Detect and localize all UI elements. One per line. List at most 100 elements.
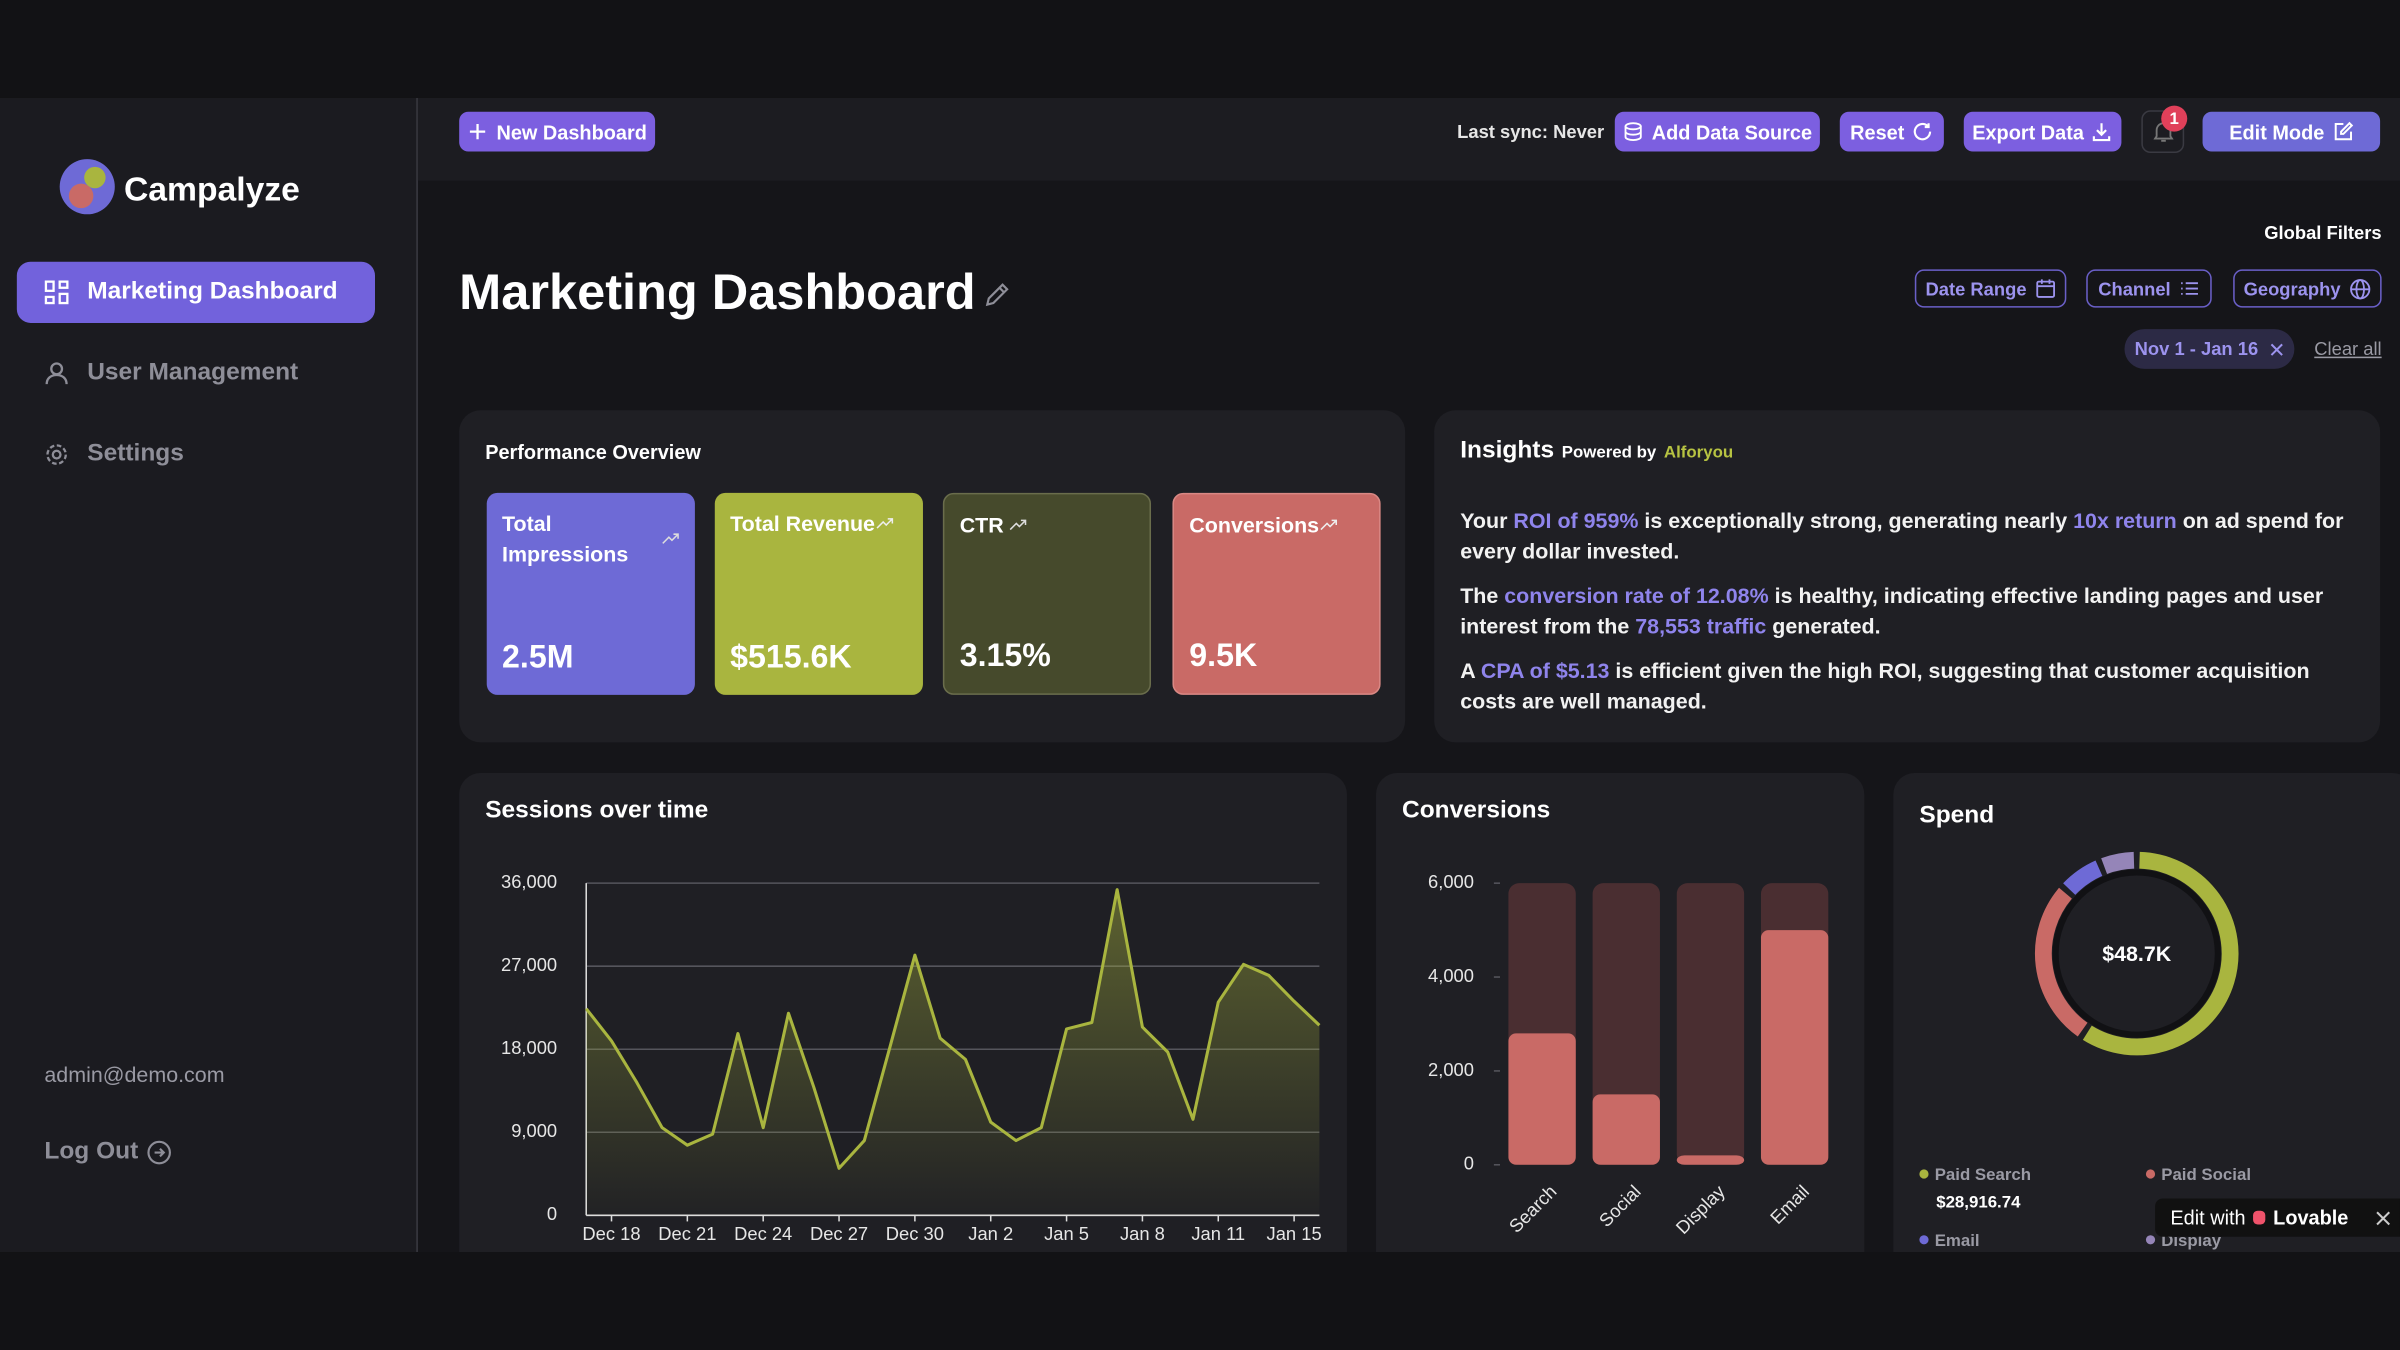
chip-label: Nov 1 - Jan 16 xyxy=(2134,338,2259,360)
last-sync: Last sync: Never xyxy=(1457,120,1605,143)
nav-item[interactable]: User Management xyxy=(17,343,375,404)
insight-text: Your xyxy=(1460,508,1514,533)
insight-text: The xyxy=(1460,583,1505,608)
kpi-value: $515.6K xyxy=(730,639,852,675)
export-button[interactable]: Export Data xyxy=(1963,111,2122,152)
button-label: Export Data xyxy=(1972,120,2084,144)
chart-title: Spend xyxy=(1919,801,1994,828)
card-title: Insights xyxy=(1460,437,1555,464)
insight-text: is exceptionally strong, generating near… xyxy=(1638,508,2074,533)
topbar: New Dashboard Last sync: Never Add Data … xyxy=(417,97,2400,181)
insight-text: is healthy, indicating effective landing… xyxy=(1460,583,2324,639)
donut-center-label: $48.7K xyxy=(2102,942,2172,966)
card-title: Performance Overview xyxy=(485,440,701,464)
filter-label: Geography xyxy=(2243,277,2341,300)
y-tick-label: 4,000 xyxy=(1428,965,1474,986)
donut-segment xyxy=(2035,887,2088,1037)
nav-item[interactable]: Settings xyxy=(17,424,375,485)
chart-title: Sessions over time xyxy=(485,797,708,824)
y-tick-label: 0 xyxy=(1464,1153,1474,1174)
insight-paragraph: The conversion rate of 12.08% is healthy… xyxy=(1460,580,2363,641)
top-band xyxy=(0,0,2400,98)
y-tick-label: 2,000 xyxy=(1428,1059,1474,1080)
kpi-label: CTR xyxy=(959,512,1004,538)
x-tick-label: Email xyxy=(1766,1181,1813,1228)
page-title: Marketing Dashboard xyxy=(459,263,976,320)
y-tick-label: 36,000 xyxy=(501,871,557,892)
legend-swatch xyxy=(1919,1235,1929,1245)
x-tick-label: Jan 11 xyxy=(1191,1223,1245,1244)
insight-paragraph: Your ROI of 959% is exceptionally strong… xyxy=(1460,505,2363,566)
bar xyxy=(1760,930,1829,1165)
kpi-label: Total Impressions xyxy=(502,511,629,567)
x-tick-label: Jan 5 xyxy=(1044,1223,1089,1244)
edit-title-icon[interactable] xyxy=(984,282,1010,308)
insights-header: Insights Powered by Alforyou xyxy=(1460,438,1733,466)
active-filter-chip[interactable]: Nov 1 - Jan 16 xyxy=(2124,329,2295,369)
x-tick-label: Dec 30 xyxy=(886,1223,944,1244)
area xyxy=(586,889,1320,1216)
kpi-label: Conversions xyxy=(1189,512,1320,538)
insight-text: on ad spend for every dollar invested. xyxy=(1460,508,2344,564)
insights-card xyxy=(1434,410,2381,743)
donut-inner-ring xyxy=(2052,869,2221,1038)
x-tick-label: Jan 15 xyxy=(1267,1223,1322,1244)
button-label: Add Data Source xyxy=(1651,120,1813,144)
nav-label: Settings xyxy=(87,440,184,467)
logo xyxy=(59,159,115,215)
kpi-card: Total Impressions 2.5M xyxy=(486,492,695,695)
insight-highlight: 10x return xyxy=(2073,508,2177,533)
kpi-card: Total Revenue $515.6K xyxy=(714,492,923,695)
kpi-value: 2.5M xyxy=(502,639,574,675)
add-source-button[interactable]: Add Data Source xyxy=(1614,111,1820,152)
button-label: Reset xyxy=(1850,120,1905,144)
x-tick-label: Jan 2 xyxy=(968,1223,1013,1244)
powered-by: Powered by xyxy=(1561,443,1657,463)
y-tick-label: 0 xyxy=(547,1203,557,1224)
x-tick-label: Social xyxy=(1595,1181,1645,1231)
y-tick-label: 27,000 xyxy=(501,954,557,975)
brand: Campalyze xyxy=(123,169,300,209)
bar-track xyxy=(1676,883,1745,1165)
chart-title: Conversions xyxy=(1402,797,1550,824)
legend-value: $28,916.74 xyxy=(1936,1193,2021,1212)
edit-mode-button[interactable]: Edit Mode xyxy=(2202,111,2381,152)
bar xyxy=(1592,1094,1660,1165)
user-email: admin@demo.com xyxy=(44,1062,225,1087)
filter-button[interactable]: Date Range xyxy=(1914,269,2067,308)
donut-segment xyxy=(2063,860,2103,896)
insight-text: is efficient given the high ROI, suggest… xyxy=(1460,658,2310,714)
legend-label: Paid Search xyxy=(1935,1165,2031,1184)
x-tick-label: Dec 24 xyxy=(734,1223,792,1244)
x-tick-label: Dec 27 xyxy=(810,1223,868,1244)
logout[interactable]: Log Out xyxy=(44,1139,172,1167)
filter-button[interactable]: Geography xyxy=(2233,269,2382,308)
kpi-card: Conversions 9.5K xyxy=(1172,492,1381,695)
insight-highlight: conversion rate of 12.08% xyxy=(1504,583,1769,608)
bar xyxy=(1676,1155,1745,1165)
badge-text: Edit with xyxy=(2170,1206,2246,1230)
nav-item[interactable]: Marketing Dashboard xyxy=(16,261,375,323)
legend-label: Paid Social xyxy=(2161,1165,2251,1184)
bottom-band xyxy=(0,1252,2400,1350)
kpi-value: 9.5K xyxy=(1189,638,1258,674)
x-tick-label: Display xyxy=(1672,1180,1730,1238)
clear-all-link[interactable]: Clear all xyxy=(2314,338,2382,360)
bar xyxy=(1508,1033,1576,1165)
insights-text: Your ROI of 959% is exceptionally strong… xyxy=(1460,505,2363,730)
notification-badge: 1 xyxy=(2161,105,2188,132)
badge-brand: Lovable xyxy=(2273,1206,2349,1230)
kpi-card: CTR 3.15% xyxy=(942,492,1152,695)
lovable-badge[interactable]: Edit with Lovable xyxy=(2155,1198,2400,1237)
reset-button[interactable]: Reset xyxy=(1839,111,1944,152)
kpi-label: Total Revenue xyxy=(730,511,875,536)
line xyxy=(585,888,1321,1170)
new-dashboard-button[interactable]: New Dashboard xyxy=(459,111,656,152)
button-label: New Dashboard xyxy=(496,120,647,144)
y-tick-label: 18,000 xyxy=(501,1037,557,1058)
filter-button[interactable]: Channel xyxy=(2086,269,2212,308)
legend-label: Email xyxy=(1935,1231,1980,1250)
